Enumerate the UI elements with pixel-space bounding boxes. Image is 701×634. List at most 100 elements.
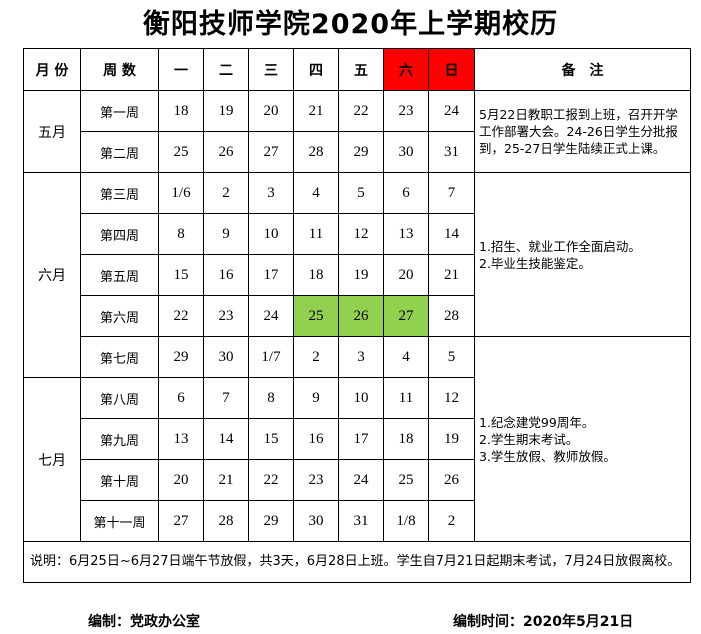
note-line: 2.毕业生技能鉴定。: [479, 255, 591, 271]
day-cell: 13: [383, 213, 429, 255]
header-cell: 月 份: [23, 48, 81, 91]
day-cell: 4: [293, 172, 339, 214]
week-label: 第九周: [80, 418, 159, 460]
day-cell: 23: [293, 459, 339, 501]
day-cell: 22: [338, 90, 384, 132]
day-cell: 2: [203, 172, 249, 214]
header-cell: 五: [338, 48, 384, 91]
day-cell: 3: [338, 336, 384, 378]
week-label: 第八周: [80, 377, 159, 419]
week-row: 第四周 8 9 10 11 12 13 14: [24, 213, 691, 255]
note-cell: 1.招生、就业工作全面启动。 2.毕业生技能鉴定。: [474, 172, 691, 337]
day-cell: 26: [428, 459, 475, 501]
day-cell: 14: [203, 418, 249, 460]
week-label: 第七周: [80, 336, 159, 378]
page-title: 衡阳技师学院2020年上学期校历: [142, 9, 559, 40]
day-cell: 26: [338, 295, 384, 337]
week-label: 第三周: [80, 172, 159, 214]
day-cell: 18: [293, 254, 339, 296]
day-cell: 22: [158, 295, 204, 337]
week-label: 第五周: [80, 254, 159, 296]
month-cell: 七月: [23, 377, 81, 542]
day-cell: 10: [338, 377, 384, 419]
day-cell: 9: [293, 377, 339, 419]
day-cell: 17: [248, 254, 294, 296]
week-row: 五月 第一周 18 19 20 21 22 23 24 5月22日教职工报到上班，召开开学工作部署…: [23, 90, 691, 173]
day-cell: 23: [203, 295, 249, 337]
day-cell: 31: [428, 131, 475, 173]
day-cell: 18: [383, 418, 429, 460]
day-cell: 15: [248, 418, 294, 460]
day-cell: 11: [383, 377, 429, 419]
note-line: 5月22日教职工报到上班，召开开学工作部署大会。24-26日学生分批报到，25-…: [479, 107, 678, 156]
day-cell: 24: [428, 90, 475, 132]
calendar-table: 月 份周 数一二三四五六日备 注 五月 第一周 18 19 20 21 22 23 24 5月22…: [23, 48, 691, 583]
week-label: 第十周: [80, 459, 159, 501]
day-cell: 30: [293, 500, 339, 542]
day-cell: 13: [158, 418, 204, 460]
day-cell: 25: [383, 459, 429, 501]
day-cell: 10: [248, 213, 294, 255]
day-cell: 24: [248, 295, 294, 337]
day-cell: 29: [248, 500, 294, 542]
day-cell: 27: [158, 500, 204, 542]
day-cell: 29: [338, 131, 384, 173]
day-cell: 30: [203, 336, 249, 378]
day-cell: 28: [203, 500, 249, 542]
day-cell: 25: [293, 295, 339, 337]
day-cell: 6: [158, 377, 204, 419]
note-cell: 5月22日教职工报到上班，召开开学工作部署大会。24-26日学生分批报到，25-…: [474, 90, 691, 173]
week-row: 第五周 15 16 17 18 19 20 21: [24, 254, 691, 296]
header-cell: 周 数: [80, 48, 159, 91]
day-cell: 19: [203, 90, 249, 132]
day-cell: 7: [428, 172, 475, 214]
week-label: 第四周: [80, 213, 159, 255]
day-cell: 27: [248, 131, 294, 173]
note-cell: 1.纪念建党99周年。 2.学生期末考试。 3.学生放假、教师放假。: [474, 336, 691, 542]
day-cell: 2: [428, 500, 475, 542]
note-line: 3.学生放假、教师放假。: [479, 448, 616, 464]
day-cell: 31: [338, 500, 384, 542]
week-label: 第六周: [80, 295, 159, 337]
day-cell: 3: [248, 172, 294, 214]
week-row: 第二周 25 26 27 28 29 30 31: [24, 131, 691, 173]
day-cell: 2: [293, 336, 339, 378]
day-cell: 28: [293, 131, 339, 173]
day-cell: 17: [338, 418, 384, 460]
day-cell: 21: [203, 459, 249, 501]
day-cell: 14: [428, 213, 475, 255]
day-cell: 5: [428, 336, 475, 378]
month-cell: 五月: [23, 90, 81, 173]
day-cell: 1/6: [158, 172, 204, 214]
week-row: 六月 第三周 1/6 2 3 4 5 6 7 1.招生、就业工作全面启动。 2.毕业生技能鉴定。: [23, 172, 691, 378]
day-cell: 12: [338, 213, 384, 255]
day-cell: 8: [248, 377, 294, 419]
day-cell: 4: [383, 336, 429, 378]
week-row: 第七周 29 30 1/7 2 3 4 5 1.纪念建党99周年。 2.学生期末考试。 3.学生放假…: [24, 336, 691, 542]
week-label: 第二周: [80, 131, 159, 173]
note-line: 1.纪念建党99周年。: [479, 414, 595, 430]
day-cell: 26: [203, 131, 249, 173]
day-cell: 5: [338, 172, 384, 214]
day-cell: 21: [428, 254, 475, 296]
day-cell: 6: [383, 172, 429, 214]
day-cell: 25: [158, 131, 204, 173]
header-cell: 三: [248, 48, 294, 91]
week-label: 第十一周: [80, 500, 159, 542]
week-row: 第十一周 27 28 29 30 31 1/8 2: [24, 500, 691, 542]
header-cell: 四: [293, 48, 339, 91]
day-cell: 12: [428, 377, 475, 419]
day-cell: 20: [248, 90, 294, 132]
header-cell: 日: [428, 48, 475, 91]
header-cell: 一: [158, 48, 204, 91]
day-cell: 15: [158, 254, 204, 296]
month-cell: 六月: [23, 172, 81, 378]
day-cell: 30: [383, 131, 429, 173]
day-cell: 1/7: [248, 336, 294, 378]
day-cell: 18: [158, 90, 204, 132]
week-row: 第十周 20 21 22 23 24 25 26: [24, 459, 691, 501]
day-cell: 23: [383, 90, 429, 132]
note-line: 1.招生、就业工作全面启动。: [479, 238, 641, 254]
day-cell: 20: [383, 254, 429, 296]
day-cell: 22: [248, 459, 294, 501]
